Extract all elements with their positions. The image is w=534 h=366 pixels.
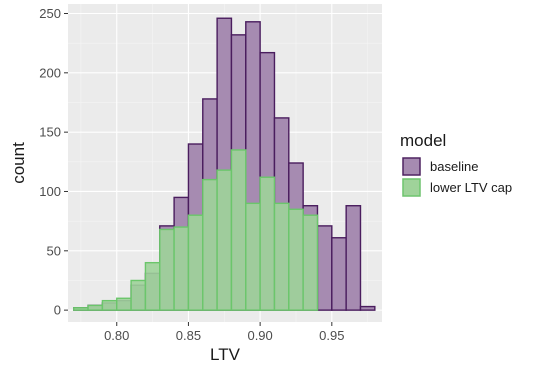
bar: [144, 261, 161, 311]
bar: [359, 305, 376, 311]
bar: [173, 226, 190, 311]
x-tick-label: 0.95: [319, 328, 344, 343]
legend-swatch: [402, 178, 421, 197]
bar: [130, 279, 147, 311]
bar: [288, 208, 304, 311]
bar: [259, 176, 276, 311]
bar: [159, 228, 175, 311]
x-tick-label: 0.90: [247, 328, 272, 343]
bars: [73, 17, 376, 311]
bar: [230, 149, 247, 311]
x-tick-label: 0.85: [176, 328, 201, 343]
bar: [273, 202, 290, 311]
bar: [216, 169, 233, 311]
legend-label: baseline: [430, 159, 478, 174]
bar: [331, 237, 347, 311]
y-axis: 0 50 100 150 200 250: [39, 6, 68, 318]
x-axis-title: LTV: [210, 345, 241, 364]
y-tick-label: 50: [47, 243, 61, 258]
bar: [101, 299, 118, 311]
bar: [302, 214, 319, 311]
legend-label: lower LTV cap: [430, 180, 512, 195]
y-tick-label: 0: [54, 303, 61, 318]
legend-title: model: [400, 131, 446, 150]
bar: [245, 202, 261, 311]
bar: [316, 225, 333, 311]
bar: [73, 307, 89, 311]
bar: [116, 297, 132, 311]
bar: [187, 214, 204, 311]
x-tick-label: 0.80: [104, 328, 129, 343]
legend-swatch: [402, 157, 421, 176]
series-1: [73, 149, 319, 311]
bar: [87, 304, 104, 311]
bar: [202, 178, 218, 311]
y-tick-label: 150: [39, 125, 61, 140]
legend: model baseline lower LTV cap: [400, 131, 512, 197]
y-tick-label: 200: [39, 65, 61, 80]
y-axis-title: count: [9, 142, 28, 184]
bar: [345, 205, 362, 311]
y-tick-label: 100: [39, 184, 61, 199]
legend-items: baseline lower LTV cap: [402, 157, 512, 197]
x-axis: 0.80 0.85 0.90 0.95: [104, 322, 344, 343]
y-tick-label: 250: [39, 6, 61, 21]
